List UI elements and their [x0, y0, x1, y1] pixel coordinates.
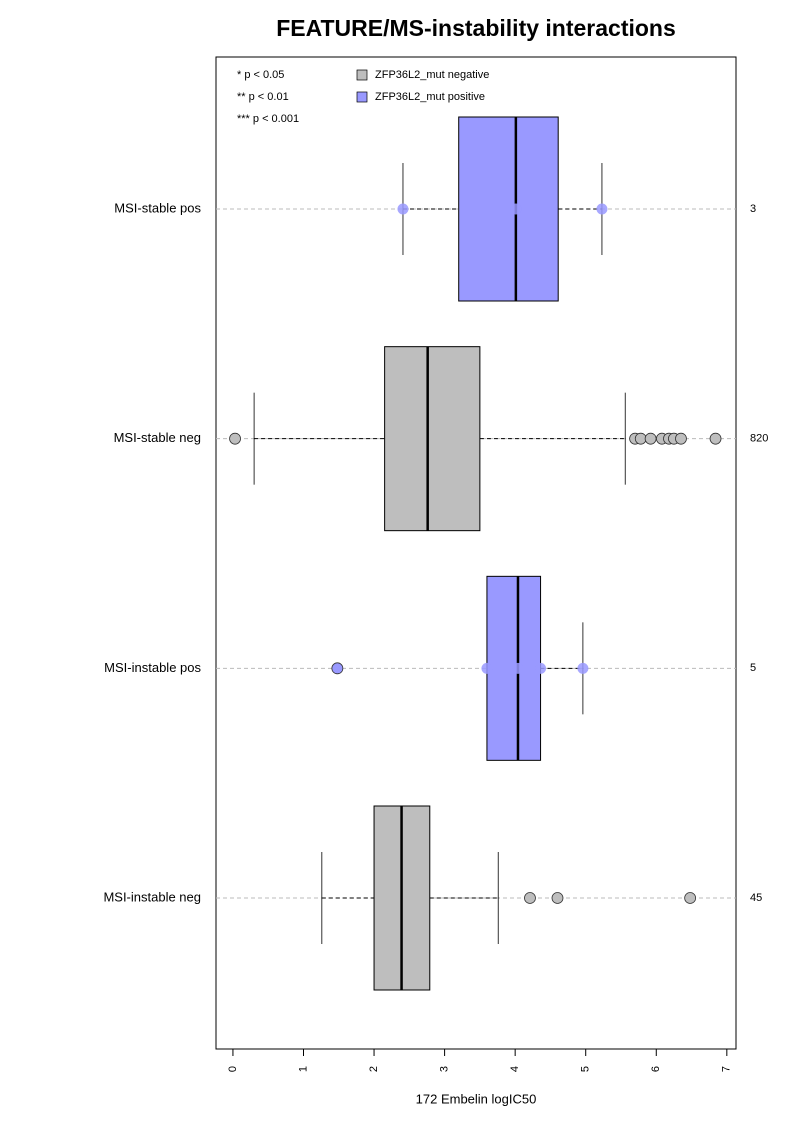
x-tick-label: 2: [368, 1066, 380, 1072]
legend-swatch: [356, 69, 368, 81]
outlier-point: [675, 432, 687, 445]
chart-title: FEATURE/MS-instability interactions: [276, 15, 676, 41]
outlier-point: [524, 892, 536, 904]
significance-label: ** p < 0.01: [237, 91, 289, 103]
outlier-point: [229, 432, 241, 445]
outlier-point: [644, 432, 657, 445]
x-tick-label: 7: [721, 1066, 733, 1072]
box: [458, 116, 559, 302]
outlier-point: [331, 662, 344, 675]
x-tick-label: 3: [439, 1066, 451, 1072]
x-tick-label: 6: [650, 1066, 662, 1072]
data-point: [577, 662, 589, 674]
category-label: MSI-stable pos: [114, 200, 201, 215]
significance-label: *** p < 0.001: [237, 113, 299, 125]
data-point: [596, 203, 608, 215]
outlier-point: [634, 432, 647, 445]
data-point: [510, 203, 522, 215]
category-label: MSI-instable pos: [104, 660, 201, 675]
legend-label: ZFP36L2_mut positive: [375, 91, 485, 103]
count-label: 5: [750, 662, 756, 674]
box: [384, 346, 481, 532]
legend-swatch: [356, 91, 368, 103]
x-tick-label: 0: [227, 1066, 239, 1072]
legend-label: ZFP36L2_mut negative: [375, 69, 489, 81]
data-point: [535, 662, 547, 674]
x-tick-label: 4: [509, 1066, 521, 1072]
category-label: MSI-stable neg: [114, 430, 201, 445]
category-label: MSI-instable neg: [103, 889, 201, 904]
outlier-point: [684, 892, 697, 904]
outlier-point: [709, 432, 722, 445]
x-tick-label: 1: [297, 1066, 309, 1072]
data-point: [512, 662, 524, 674]
data-point: [397, 203, 409, 215]
significance-label: * p < 0.05: [237, 69, 284, 81]
x-axis-label: 172 Embelin logIC50: [416, 1091, 537, 1106]
count-label: 820: [750, 433, 768, 445]
count-label: 3: [750, 203, 756, 215]
outlier-point: [551, 892, 564, 904]
x-tick-label: 5: [580, 1066, 592, 1072]
data-point: [481, 662, 493, 674]
count-label: 45: [750, 892, 762, 904]
